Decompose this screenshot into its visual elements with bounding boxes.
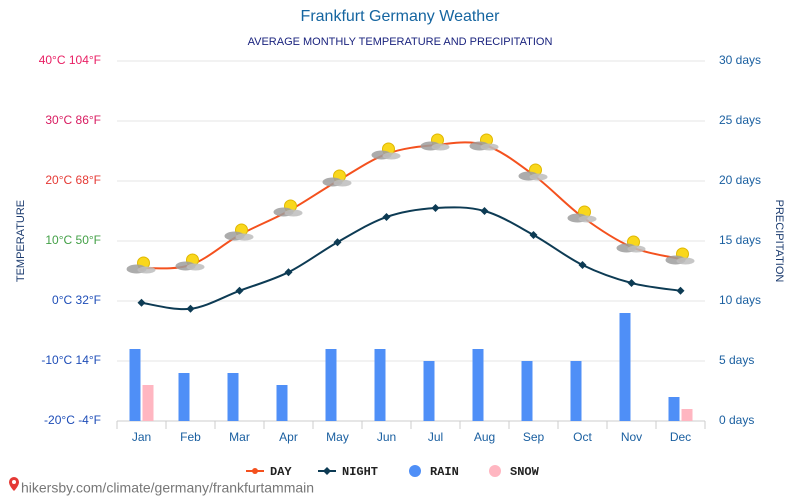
cloud <box>431 143 450 151</box>
x-tick-label: Feb <box>180 430 201 444</box>
x-tick-label: Jan <box>132 430 151 444</box>
chart-title: Frankfurt Germany Weather <box>301 8 501 25</box>
y2-tick-label: 15 days <box>719 233 761 247</box>
legend-marker <box>409 465 421 477</box>
legend-marker <box>252 468 258 474</box>
bar <box>521 361 533 421</box>
bar <box>276 385 288 421</box>
cloud <box>186 263 205 271</box>
y-tick-label: -10°C 14°F <box>41 353 101 367</box>
point <box>235 286 244 295</box>
y-tick-label: 40°C 104°F <box>39 53 101 67</box>
bar <box>570 361 582 421</box>
weather-icon <box>371 142 401 160</box>
point <box>382 213 391 221</box>
bar <box>178 373 190 421</box>
line <box>141 141 681 270</box>
bar <box>325 349 337 421</box>
point <box>333 238 342 247</box>
y-tick-label: 0°C 32°F <box>52 293 101 307</box>
bar <box>227 373 239 421</box>
legend: DAY NIGHT RAIN SNOW <box>246 465 540 479</box>
source-text: hikersby.com/climate/germany/frankfurtam… <box>21 480 314 496</box>
bar <box>374 349 386 421</box>
point <box>480 207 489 215</box>
bar <box>681 409 693 421</box>
y2-tick-label: 20 days <box>719 173 761 187</box>
point <box>284 268 293 277</box>
chart-subtitle: AVERAGE MONTHLY TEMPERATURE AND PRECIPIT… <box>248 36 553 48</box>
weather-icon <box>567 205 597 223</box>
x-tick-label: Mar <box>229 430 250 444</box>
line <box>141 206 681 311</box>
x-tick-label: Nov <box>621 430 642 444</box>
x-tick-label: Oct <box>573 430 592 444</box>
cloud <box>382 152 401 160</box>
cloud <box>333 179 352 187</box>
y2-tick-label: 30 days <box>719 53 761 67</box>
source-icon <box>9 477 19 491</box>
y2-tick-label: 25 days <box>719 113 761 127</box>
point <box>137 298 146 307</box>
x-tick-label: Apr <box>279 430 298 444</box>
legend-label: SNOW <box>510 465 540 479</box>
y2-axis-title: PRECIPITATION <box>773 200 785 283</box>
legend-label: RAIN <box>430 465 459 479</box>
y2-tick-label: 0 days <box>719 413 754 427</box>
y2-tick-label: 10 days <box>719 293 761 307</box>
point <box>529 231 538 239</box>
y-tick-label: 10°C 50°F <box>45 233 101 247</box>
x-tick-label: Sep <box>523 430 545 444</box>
y2-tick-label: 5 days <box>719 353 754 367</box>
bar <box>129 349 141 421</box>
y-tick-label: 20°C 68°F <box>45 173 101 187</box>
weather-icon <box>322 169 352 187</box>
cloud <box>529 173 548 181</box>
cloud <box>235 233 254 241</box>
y-tick-label: -20°C -4°F <box>44 413 101 427</box>
point <box>676 286 685 295</box>
legend-marker <box>323 467 331 475</box>
weather-icon <box>518 163 548 181</box>
point <box>431 204 440 212</box>
point <box>186 304 195 313</box>
weather-icon <box>273 199 303 217</box>
cloud <box>578 215 597 223</box>
legend-label: NIGHT <box>342 465 378 479</box>
legend-marker <box>489 465 501 477</box>
y-axis-title: TEMPERATURE <box>15 200 27 282</box>
x-tick-label: Dec <box>670 430 691 444</box>
weather-icon <box>420 133 450 151</box>
weather-icon <box>175 253 205 271</box>
point <box>627 279 636 287</box>
y-tick-label: 30°C 86°F <box>45 113 101 127</box>
x-tick-label: Jun <box>377 430 396 444</box>
bar <box>472 349 484 421</box>
weather-icon <box>224 223 254 241</box>
point <box>578 261 587 269</box>
x-tick-label: Jul <box>428 430 443 444</box>
bar <box>142 385 154 421</box>
cloud <box>137 266 156 274</box>
x-tick-label: May <box>326 430 349 444</box>
cloud <box>480 143 499 151</box>
weather-icon <box>665 247 695 265</box>
legend-label: DAY <box>270 465 292 479</box>
weather-icon <box>616 235 646 253</box>
x-tick-label: Aug <box>474 430 495 444</box>
bar <box>619 313 631 421</box>
bar <box>423 361 435 421</box>
weather-icon <box>469 133 499 151</box>
bar <box>668 397 680 421</box>
cloud <box>284 209 303 217</box>
cloud <box>627 245 646 253</box>
cloud <box>676 257 695 265</box>
weather-icon <box>126 256 156 274</box>
